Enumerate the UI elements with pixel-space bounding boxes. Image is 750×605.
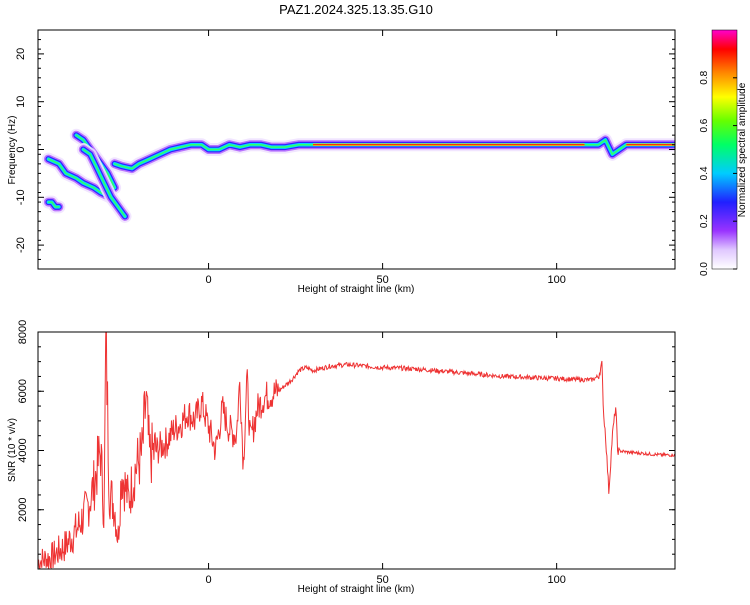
snr-x-tick-label: 0	[206, 574, 212, 586]
snr-x-label: Height of straight line (km)	[298, 584, 415, 595]
snr-y-label: SNR (10 * v/v)	[7, 418, 18, 482]
colorbar-gradient	[711, 29, 738, 270]
spectrogram-x-tick-label: 50	[376, 274, 388, 286]
spectrogram-y-tick-label: 0	[15, 146, 27, 152]
colorbar-tick-label: 0.4	[699, 166, 710, 180]
spectrogram-x-label: Height of straight line (km)	[298, 284, 415, 295]
spectrogram-ridge	[47, 158, 112, 199]
spectrogram-y-label: Frequency (Hz)	[7, 116, 18, 185]
snr-frame	[37, 331, 676, 570]
spectrogram-x-ticks: 0 50 100	[206, 30, 566, 286]
snr-y-tick-label: 4000	[17, 438, 29, 462]
snr-series-line	[38, 332, 675, 569]
colorbar-tick-label: 0.8	[699, 70, 710, 84]
spectrogram-y-tick-label: -20	[15, 237, 27, 253]
snr-y-tick-label: 6000	[17, 379, 29, 403]
snr-x-tick-label: 50	[376, 574, 388, 586]
spectrogram-ridge	[82, 148, 126, 218]
colorbar-label: Normalized spectral amplitude	[737, 82, 748, 217]
spectrogram-ridge	[47, 201, 60, 208]
spectrogram-x-tick-label: 0	[206, 274, 212, 286]
snr-x-ticks: 0 50 100	[206, 332, 566, 586]
snr-x-tick-label: 100	[547, 574, 565, 586]
snr-y-tick-label: 8000	[17, 320, 29, 344]
spectrogram-y-ticks: 20 10 0 -10 -20	[15, 29, 675, 270]
colorbar-tick-label: 0.6	[699, 118, 710, 132]
figure-title: PAZ1.2024.325.13.35.G10	[279, 2, 433, 17]
spectrogram-heatmap	[41, 128, 675, 223]
spectrogram-y-tick-label: 20	[15, 48, 27, 60]
colorbar: 0.0 0.2 0.4 0.6 0.8 Normalized spectral ampl…	[699, 29, 748, 276]
spectrogram-y-tick-label: -10	[15, 189, 27, 205]
colorbar-tick-label: 0.2	[699, 214, 710, 228]
snr-y-tick-label: 2000	[17, 498, 29, 522]
snr-panel: 0 50 100 2000 4000 6000 8000 Height of straig…	[7, 320, 676, 595]
colorbar-ticks: 0.0 0.2 0.4 0.6 0.8	[699, 70, 737, 276]
spectrogram-x-tick-label: 100	[547, 274, 565, 286]
colorbar-tick-label: 0.0	[699, 262, 710, 276]
spectrogram-y-tick-label: 10	[15, 96, 27, 108]
snr-y-ticks: 2000 4000 6000 8000	[17, 320, 675, 555]
